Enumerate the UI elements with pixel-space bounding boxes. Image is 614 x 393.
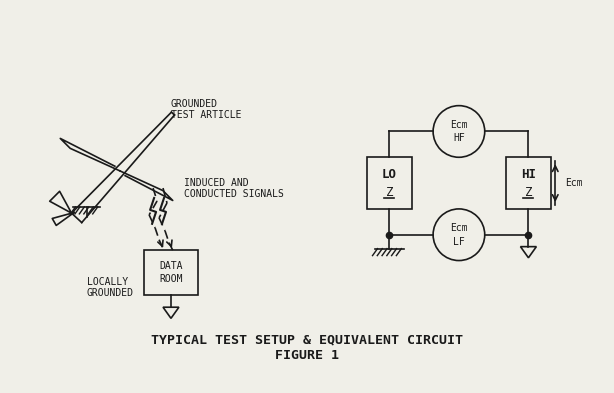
Text: TYPICAL TEST SETUP & EQUIVALENT CIRCUIT: TYPICAL TEST SETUP & EQUIVALENT CIRCUIT [151,334,463,347]
Text: INDUCED AND: INDUCED AND [184,178,249,188]
Text: Ecm: Ecm [565,178,583,188]
Bar [505,157,551,209]
Text: Z: Z [525,185,532,198]
Text: Z: Z [386,185,393,198]
Text: TEST ARTICLE: TEST ARTICLE [171,110,241,119]
Text: DATA: DATA [159,261,183,270]
Text: ROOM: ROOM [159,274,183,285]
Text: Ecm: Ecm [450,119,468,130]
Bar [144,250,198,295]
Text: HI: HI [521,168,536,181]
Bar [367,157,412,209]
Text: GROUNDED: GROUNDED [87,288,134,298]
Text: LOCALLY: LOCALLY [87,277,128,287]
Text: GROUNDED: GROUNDED [171,99,218,108]
Text: FIGURE 1: FIGURE 1 [275,349,339,362]
Text: HF: HF [453,133,465,143]
Text: LF: LF [453,237,465,247]
Text: CONDUCTED SIGNALS: CONDUCTED SIGNALS [184,189,284,199]
Text: Ecm: Ecm [450,223,468,233]
Text: LO: LO [382,168,397,181]
